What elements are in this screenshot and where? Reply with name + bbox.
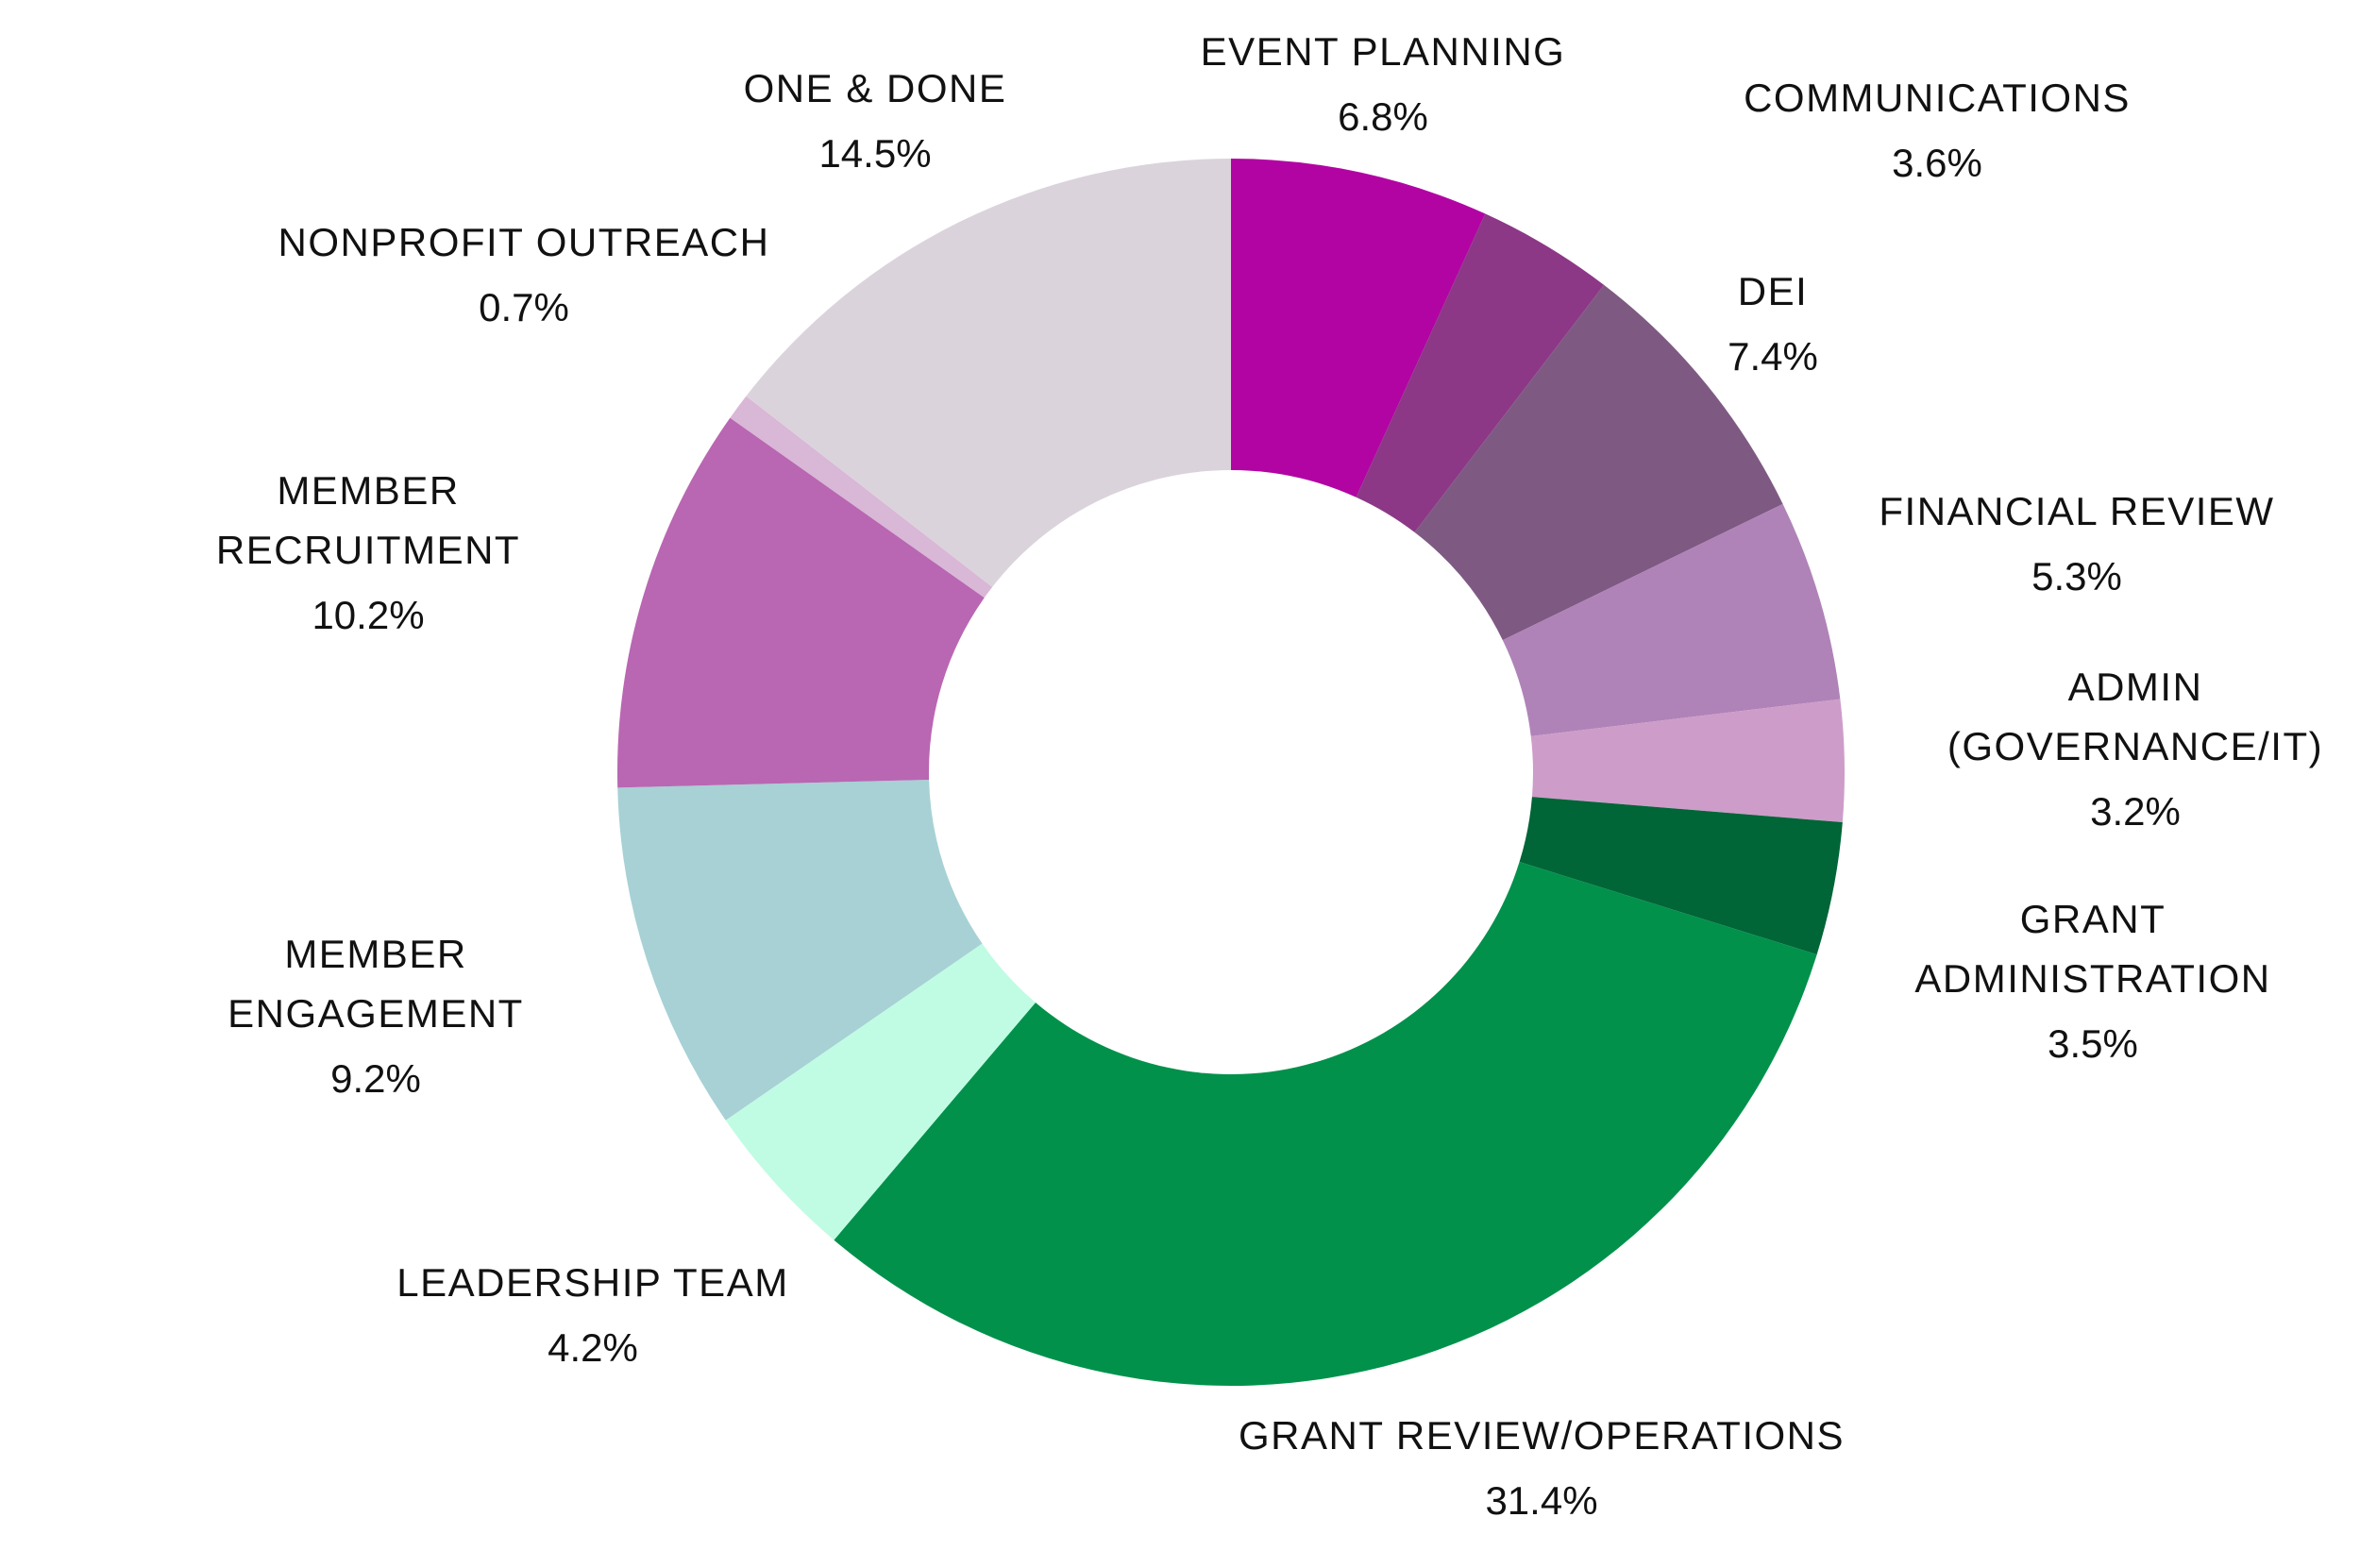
slice-value-event-planning: 6.8% [1338, 94, 1428, 139]
slice-label-member-engagement-line-1: MEMBER [284, 932, 466, 976]
slice-label-dei: DEI [1738, 269, 1809, 313]
slice-label-nonprofit-outreach: NONPROFIT OUTREACH [278, 220, 770, 264]
slice-label-communications: COMMUNICATIONS [1744, 76, 2131, 120]
slice-value-member-engagement: 9.2% [330, 1056, 421, 1101]
slice-event-planning [1231, 159, 1486, 497]
slice-value-financial-review: 5.3% [2031, 554, 2122, 599]
slice-value-one-done: 14.5% [818, 131, 931, 176]
slice-value-member-recruitment: 10.2% [312, 593, 424, 637]
slice-leadership-team [725, 943, 1036, 1240]
slice-labels: EVENT PLANNING 6.8% COMMUNICATIONS 3.6% DEI 7… [216, 29, 2323, 1523]
slice-label-grant-administration-line-1: GRANT [2020, 897, 2166, 941]
slice-member-engagement [617, 780, 983, 1121]
slice-dei [1414, 284, 1783, 641]
slice-label-one-done: ONE & DONE [744, 66, 1007, 110]
slice-member-recruitment [616, 417, 985, 788]
slice-value-nonprofit-outreach: 0.7% [479, 285, 569, 329]
slice-label-financial-review: FINANCIAL REVIEW [1879, 489, 2274, 533]
slice-value-leadership-team: 4.2% [548, 1325, 638, 1370]
slice-value-grant-review-operations: 31.4% [1485, 1478, 1597, 1523]
slice-nonprofit-outreach [730, 396, 993, 599]
slice-label-admin-governance-it-line-2: (GOVERNANCE/IT) [1947, 724, 2323, 768]
slice-label-leadership-team: LEADERSHIP TEAM [396, 1260, 788, 1305]
slice-communications [1356, 213, 1605, 532]
slice-label-member-recruitment-line-2: RECRUITMENT [216, 528, 520, 572]
slice-value-admin-governance-it: 3.2% [2090, 789, 2181, 834]
slice-label-member-engagement-line-2: ENGAGEMENT [228, 991, 524, 1036]
slice-label-grant-administration-line-2: ADMINISTRATION [1914, 956, 2270, 1001]
donut-slices [616, 158, 1845, 1386]
slice-value-communications: 3.6% [1892, 141, 1982, 185]
slice-one-done [746, 158, 1231, 587]
slice-grant-review-operations [834, 862, 1817, 1386]
slice-label-member-recruitment-line-1: MEMBER [277, 468, 459, 513]
slice-value-dei: 7.4% [1728, 334, 1818, 379]
slice-label-admin-governance-it-line-1: ADMIN [2068, 665, 2203, 709]
slice-financial-review [1502, 503, 1841, 736]
slice-admin-governance-it [1530, 699, 1845, 823]
slice-label-grant-review-operations: GRANT REVIEW/OPERATIONS [1239, 1413, 1845, 1458]
donut-hole [930, 471, 1532, 1073]
slice-grant-administration [1519, 797, 1843, 955]
slice-label-event-planning: EVENT PLANNING [1201, 29, 1566, 74]
slice-value-grant-administration: 3.5% [2048, 1021, 2138, 1066]
